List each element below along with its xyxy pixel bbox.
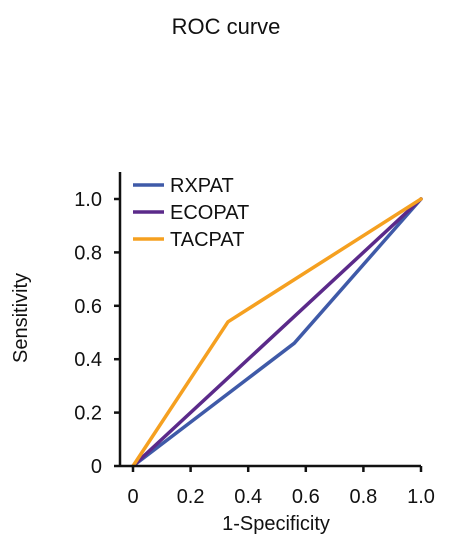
chart-title: ROC curve: [172, 14, 281, 39]
x-tick-label: 0.8: [349, 486, 377, 508]
y-tick-label: 0.2: [74, 403, 102, 425]
series-line-tacpat: [131, 197, 423, 468]
y-tick-label: 1.0: [74, 189, 102, 211]
y-tick-label: 0.6: [74, 296, 102, 318]
y-tick-label: 0.4: [74, 349, 102, 371]
x-tick-label: 0.4: [234, 486, 262, 508]
legend-label-tacpat: TACPAT: [170, 229, 244, 251]
y-ticks: 0 0.2 0.4 0.6 0.8 1.0: [74, 189, 120, 478]
legend-label-ecopat: ECOPAT: [170, 202, 249, 224]
x-axis-label: 1-Specificity: [222, 513, 330, 535]
y-tick-label: 0.8: [74, 242, 102, 264]
x-tick-label: 0.6: [292, 486, 320, 508]
series-line-rxpat: [131, 197, 423, 468]
x-tick-label: 0: [127, 486, 138, 508]
y-tick-label: 0: [91, 456, 102, 478]
series-line-ecopat: [131, 197, 423, 468]
legend-label-rxpat: RXPAT: [170, 175, 234, 197]
x-tick-label: 1.0: [407, 486, 435, 508]
x-tick-label: 0.2: [177, 486, 205, 508]
y-axis-label: Sensitivity: [10, 273, 32, 363]
legend: RXPAT ECOPAT TACPAT: [133, 175, 249, 251]
x-ticks: 0 0.2 0.4 0.6 0.8 1.0: [127, 466, 435, 508]
plot-area: [131, 197, 423, 468]
